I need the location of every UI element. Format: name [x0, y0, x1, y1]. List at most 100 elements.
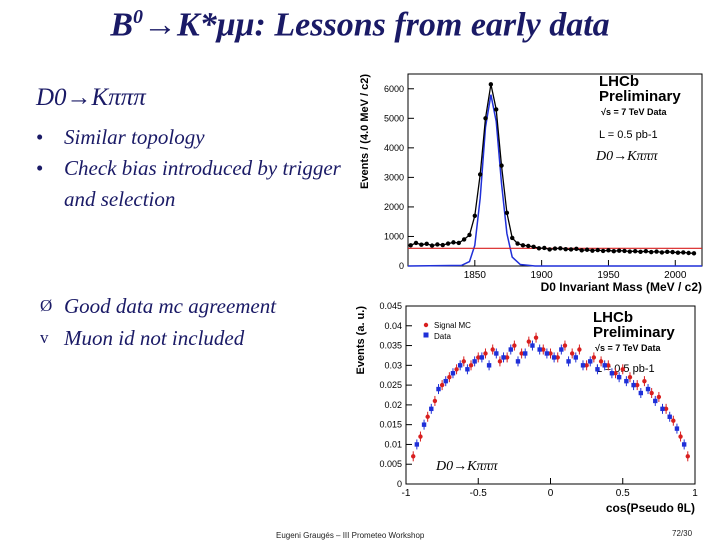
lhcb-label: LHCb: [593, 309, 633, 326]
data-point: [504, 210, 510, 216]
energy-label: √s = 7 TeV Data: [595, 343, 662, 353]
data-point: [467, 232, 472, 238]
y-tick-label: 0.005: [379, 459, 402, 469]
data-point: [579, 248, 584, 253]
data-point: [681, 250, 686, 255]
subheading: D0→Kπππ: [36, 84, 146, 111]
slide-title-rest: →K*μμ: Lessons from early data: [143, 6, 610, 44]
data-point: [544, 351, 550, 356]
data-point: [476, 355, 481, 360]
y-tick-label: 4000: [384, 143, 404, 153]
data-point: [638, 249, 643, 255]
data-point: [494, 351, 499, 356]
data-point: [620, 367, 625, 372]
x-tick-label: 1850: [464, 270, 487, 281]
data-point: [613, 371, 618, 376]
data-point: [472, 359, 477, 364]
luminosity-label: L = 0.5 pb-1: [599, 129, 658, 141]
data-point: [531, 244, 536, 249]
data-point: [508, 347, 513, 352]
bullet-dot-icon: •: [36, 125, 44, 149]
decay-label: D0→Kπππ: [595, 149, 658, 164]
data-point: [533, 335, 539, 340]
bullet-list: • Similar topology • Check bias introduced…: [36, 122, 366, 215]
x-tick-label: 1: [692, 488, 698, 499]
data-point: [606, 363, 611, 368]
x-tick-label: 2000: [664, 270, 687, 281]
data-point: [674, 426, 680, 431]
bullet-text: Check bias introduced by trigger and sel…: [64, 156, 341, 211]
data-point: [675, 250, 681, 255]
data-point: [552, 246, 558, 251]
point-item: v Muon id not included: [40, 322, 276, 354]
data-point: [638, 390, 644, 396]
y-tick-label: 0: [399, 261, 404, 271]
data-point: [563, 246, 568, 252]
data-point: [490, 347, 495, 352]
data-point: [558, 246, 563, 251]
diamond-marker-icon: v: [40, 328, 49, 347]
data-point: [447, 375, 452, 380]
data-point: [499, 163, 504, 168]
data-point: [510, 235, 515, 241]
data-point: [588, 359, 593, 364]
data-point: [562, 343, 568, 348]
data-point: [660, 406, 665, 412]
data-point: [584, 247, 590, 252]
data-point: [609, 371, 615, 376]
bullet-text: Similar topology: [64, 125, 205, 149]
y-tick-label: 0.03: [384, 360, 402, 370]
data-point: [468, 363, 474, 368]
lhcb-label: LHCb: [599, 73, 639, 90]
y-tick-label: 0.025: [379, 380, 402, 390]
y-tick-label: 0.02: [384, 400, 402, 410]
signal-curve: [407, 94, 702, 267]
data-point: [488, 82, 494, 87]
data-point: [569, 351, 575, 356]
preliminary-label: Preliminary: [593, 324, 675, 341]
y-tick-label: 0.015: [379, 420, 402, 430]
data-point: [686, 250, 691, 256]
data-point: [559, 347, 564, 352]
y-tick-label: 0: [397, 479, 402, 489]
data-point: [649, 249, 654, 255]
data-point: [429, 406, 434, 412]
legend-label: Signal MC: [434, 321, 471, 330]
data-point: [472, 213, 478, 218]
data-point: [542, 245, 547, 251]
data-point: [425, 414, 430, 419]
data-point: [414, 442, 420, 447]
bullet-dot-icon: •: [36, 156, 44, 180]
data-point: [413, 240, 419, 246]
data-point: [600, 248, 606, 254]
data-point: [568, 247, 574, 252]
data-point: [665, 249, 670, 255]
data-point: [421, 422, 427, 427]
data-point: [649, 390, 654, 396]
data-point: [602, 363, 607, 368]
angle-chart: 0 0.005 0.01 0.015 0.02 0.025 0.03 0.035 0.04 0.0…: [355, 301, 698, 515]
data-point: [670, 249, 675, 255]
data-point: [671, 418, 676, 423]
y-tick-label: 0.01: [384, 439, 402, 449]
x-tick-label: 0.5: [616, 488, 630, 499]
data-point: [681, 442, 687, 447]
data-point: [445, 241, 451, 246]
data-point: [450, 371, 456, 376]
y-tick-label: 1000: [384, 231, 404, 241]
data-point: [643, 249, 649, 254]
x-tick-label: 1950: [597, 270, 620, 281]
mass-chart: 0 1000 2000 3000 4000 5000 6000 1850 1900 1950 200…: [359, 73, 703, 294]
data-point: [548, 351, 553, 356]
data-point: [642, 378, 647, 384]
data-point: [622, 248, 627, 254]
data-point: [439, 382, 445, 388]
data-point: [580, 363, 586, 368]
data-point: [523, 351, 528, 356]
x-tick-label: 1900: [531, 270, 554, 281]
data-point: [667, 414, 672, 419]
data-point: [685, 454, 690, 459]
data-point: [456, 240, 461, 246]
data-point: [631, 382, 636, 388]
data-point: [584, 363, 589, 368]
